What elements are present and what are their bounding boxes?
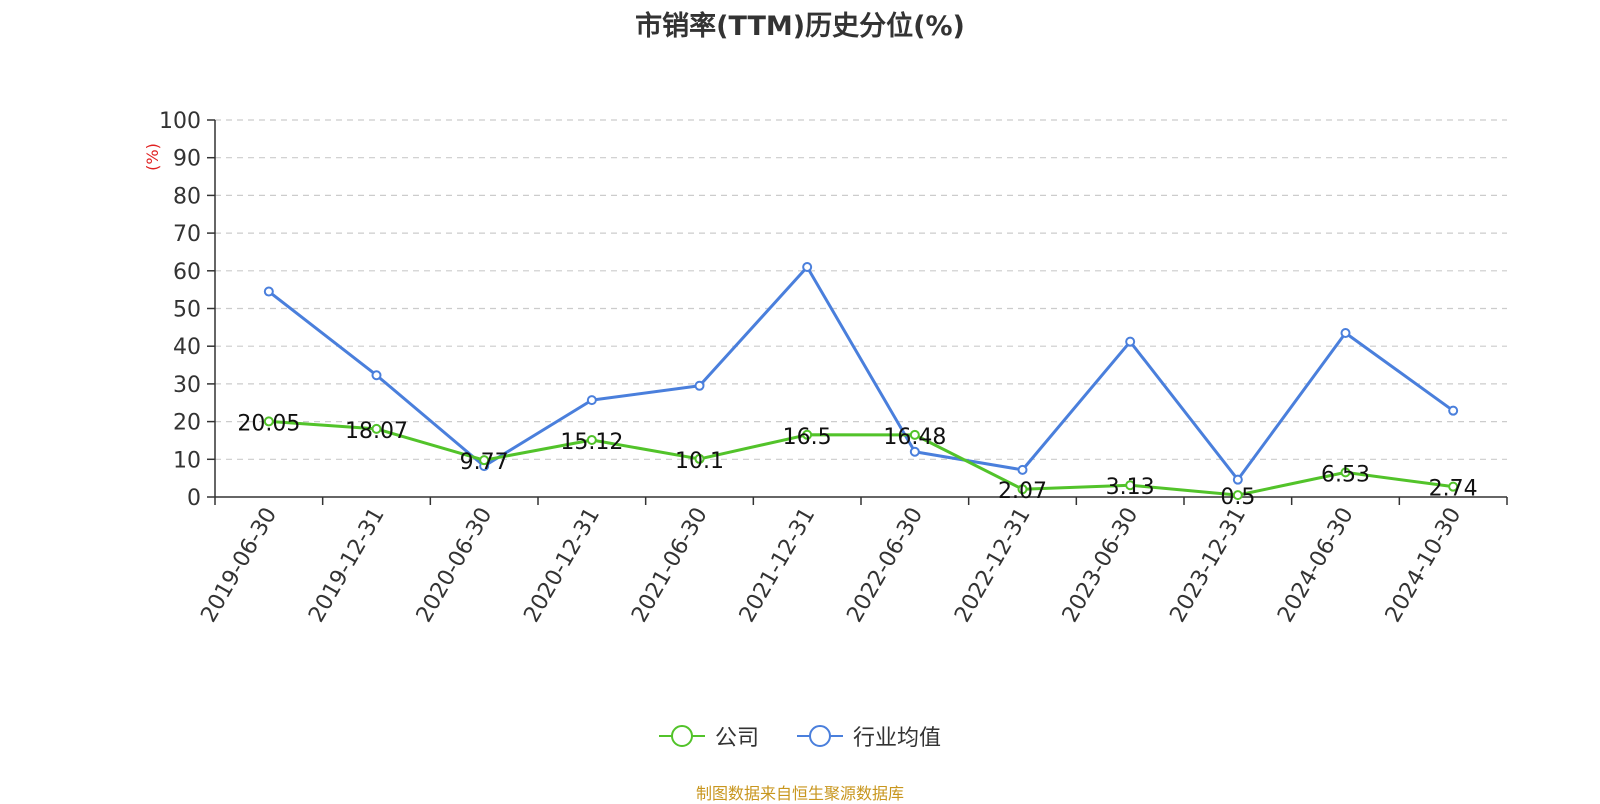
y-tick-label: 20 bbox=[173, 411, 201, 436]
y-tick-label: 10 bbox=[173, 448, 201, 473]
data-point bbox=[694, 380, 705, 391]
y-tick-label: 80 bbox=[173, 184, 201, 209]
data-point bbox=[1232, 490, 1243, 501]
data-point bbox=[371, 370, 382, 381]
y-tick-label: 30 bbox=[173, 373, 201, 398]
data-label: 3.13 bbox=[1106, 475, 1155, 500]
x-tick-label: 2024-06-30 bbox=[1273, 504, 1359, 627]
data-point bbox=[1017, 464, 1028, 475]
x-tick-label: 2023-12-31 bbox=[1165, 504, 1251, 627]
legend-label-industry: 行业均值 bbox=[853, 726, 942, 751]
x-tick-label: 2022-06-30 bbox=[842, 504, 928, 627]
y-axis-label: (%) bbox=[143, 143, 162, 171]
chart-title: 市销率(TTM)历史分位(%) bbox=[635, 11, 965, 42]
series-line bbox=[268, 419, 1454, 497]
x-tick-label: 2024-10-30 bbox=[1381, 504, 1467, 627]
data-labels: 20.05 18.07 9.77 15.12 10.1 16.5 16.48 2.07 3.13… bbox=[237, 411, 1477, 510]
legend-item-company[interactable]: 公司 bbox=[658, 720, 759, 752]
data-label: 16.5 bbox=[783, 425, 832, 450]
data-point bbox=[1448, 481, 1459, 492]
data-point bbox=[1340, 328, 1351, 339]
data-label: 9.77 bbox=[460, 450, 509, 475]
legend-marker-icon bbox=[797, 725, 843, 747]
axes: 0 10 20 30 40 50 60 70 80 90 100 (%) 2019-06-30 2019-… bbox=[143, 109, 1508, 627]
data-point bbox=[909, 446, 920, 457]
data-point bbox=[371, 423, 382, 434]
data-point bbox=[694, 453, 705, 464]
legend: 公司 行业均值 bbox=[0, 720, 1600, 752]
y-tick-label: 60 bbox=[173, 260, 201, 285]
data-point bbox=[263, 416, 274, 427]
data-point bbox=[802, 429, 813, 440]
x-tick-label: 2020-06-30 bbox=[412, 504, 498, 627]
data-point bbox=[909, 429, 920, 440]
data-point bbox=[802, 262, 813, 273]
data-label: 0.5 bbox=[1220, 485, 1255, 510]
x-tick-label: 2020-12-31 bbox=[519, 504, 605, 627]
grid-lines bbox=[215, 119, 1507, 460]
legend-marker-icon bbox=[658, 725, 705, 747]
x-tick-label: 2019-12-31 bbox=[304, 504, 390, 627]
data-label: 20.05 bbox=[237, 411, 300, 436]
data-point bbox=[1125, 336, 1136, 347]
data-label: 15.12 bbox=[560, 430, 623, 455]
data-label: 18.07 bbox=[345, 419, 408, 444]
legend-label-company: 公司 bbox=[714, 726, 759, 751]
data-label: 10.1 bbox=[675, 449, 724, 474]
y-tick-label: 40 bbox=[173, 335, 201, 360]
data-point bbox=[263, 286, 274, 297]
y-tick-label: 70 bbox=[173, 222, 201, 247]
x-tick-label: 2019-06-30 bbox=[196, 504, 282, 627]
series-lines bbox=[263, 262, 1459, 501]
data-point bbox=[1340, 467, 1351, 478]
data-point bbox=[1448, 405, 1459, 416]
data-point bbox=[1125, 480, 1136, 491]
x-tick-label: 2022-12-31 bbox=[950, 504, 1036, 627]
data-point bbox=[1017, 484, 1028, 495]
data-label: 2.74 bbox=[1429, 477, 1478, 502]
data-point bbox=[479, 455, 490, 466]
x-tick-label: 2023-06-30 bbox=[1058, 504, 1144, 627]
data-label: 2.07 bbox=[998, 479, 1047, 504]
x-tick-label: 2021-06-30 bbox=[627, 504, 713, 627]
source-note: 制图数据来自恒生聚源数据库 bbox=[695, 784, 904, 803]
data-label: 6.53 bbox=[1321, 462, 1370, 487]
y-tick-label: 50 bbox=[173, 298, 201, 323]
data-point bbox=[1232, 474, 1243, 485]
y-tick-label: 100 bbox=[159, 109, 201, 134]
data-label: 16.48 bbox=[883, 425, 946, 450]
series-line bbox=[267, 265, 1455, 482]
data-point bbox=[586, 434, 597, 445]
legend-item-industry[interactable]: 行业均值 bbox=[797, 720, 941, 752]
y-tick-label: 90 bbox=[173, 147, 201, 172]
y-tick-label: 0 bbox=[187, 486, 201, 511]
data-point bbox=[586, 395, 597, 406]
x-tick-label: 2021-12-31 bbox=[735, 504, 821, 627]
